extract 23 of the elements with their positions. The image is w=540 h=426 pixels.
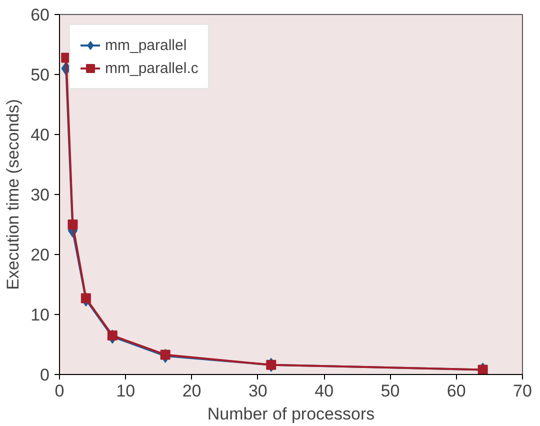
y-tick-label: 30 [30,186,50,204]
x-tick-label: 40 [314,382,334,400]
y-tick-label: 60 [30,6,50,24]
legend-label: mm_parallel [105,36,187,54]
point [107,330,118,340]
y-axis-title: Execution time (seconds) [4,99,23,290]
x-tick-label: 60 [446,382,466,400]
y-tick-label: 0 [40,366,50,384]
y-tick-label: 50 [30,66,50,84]
x-tick-label: 20 [182,382,202,400]
x-tick-label: 70 [513,382,532,400]
x-tick-label: 50 [380,382,400,400]
point [68,220,78,230]
legend-label: mm_parallel.c [105,60,198,76]
x-tick-label: 30 [248,382,268,400]
x-tick-label: 0 [54,382,64,400]
y-tick-label: 20 [30,246,50,264]
point [160,350,170,360]
x-tick-label: 10 [116,382,136,400]
y-tick-label: 10 [30,306,50,324]
x-axis-title: Number of processors [207,404,375,424]
point [80,293,91,304]
y-tick-label: 40 [30,126,50,144]
